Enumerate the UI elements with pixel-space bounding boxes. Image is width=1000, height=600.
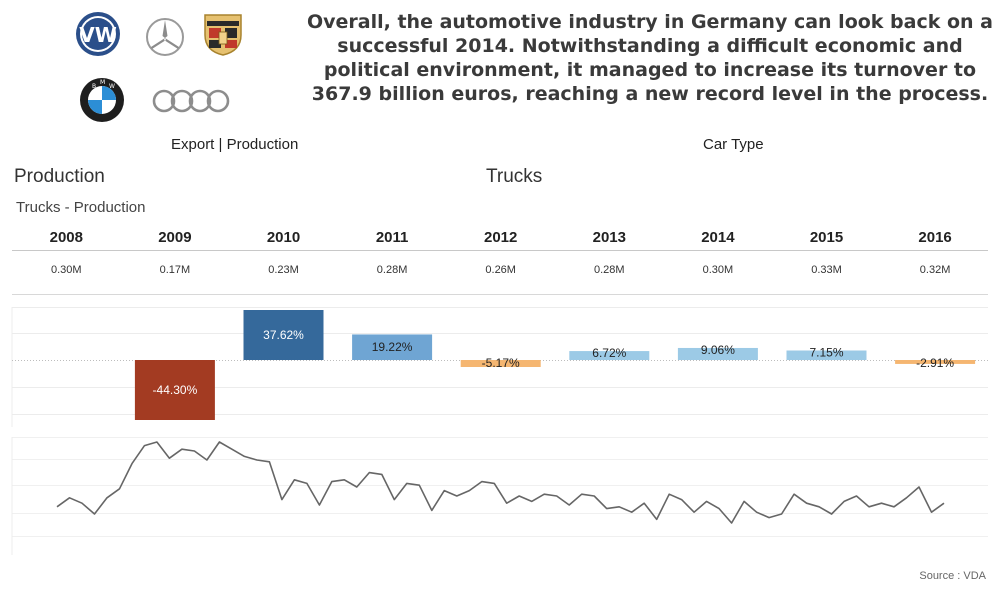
production-value: 0.23M bbox=[268, 264, 299, 276]
production-value: 0.32M bbox=[919, 264, 951, 276]
bmw-logo: B M W bbox=[80, 78, 124, 122]
production-value: 0.30M bbox=[702, 264, 734, 276]
growth-bar bbox=[786, 350, 867, 360]
headline-line: political environment, it managed to inc… bbox=[323, 59, 977, 81]
production-value: 0.28M bbox=[594, 264, 625, 276]
growth-bar-label: 9.06% bbox=[701, 343, 735, 357]
growth-bar-label: 7.15% bbox=[809, 345, 843, 359]
svg-text:M: M bbox=[100, 79, 105, 86]
growth-bar bbox=[243, 310, 324, 360]
headline-line: Overall, the automotive industry in Germ… bbox=[306, 11, 994, 33]
porsche-logo bbox=[204, 14, 242, 56]
growth-bar-label: -2.91% bbox=[916, 356, 954, 370]
year-header: 2013 bbox=[592, 229, 626, 246]
growth-bar-label: 37.62% bbox=[263, 328, 304, 342]
monthly-production-line bbox=[56, 441, 945, 524]
year-header: 2008 bbox=[49, 229, 83, 246]
production-value: 0.26M bbox=[485, 264, 516, 276]
audi-logo bbox=[152, 89, 230, 113]
growth-bar bbox=[677, 347, 758, 360]
year-header: 2015 bbox=[809, 229, 844, 246]
production-value: 0.33M bbox=[811, 264, 842, 276]
year-header: 2010 bbox=[266, 229, 301, 246]
car-type-filter-label: Car Type bbox=[703, 136, 764, 153]
year-header: 2016 bbox=[918, 229, 952, 246]
year-header: 2011 bbox=[375, 229, 409, 246]
growth-bar bbox=[352, 334, 433, 360]
mercedes-logo bbox=[146, 18, 184, 56]
source-note: Source : VDA bbox=[919, 570, 986, 582]
export-filter-label: Export | Production bbox=[171, 136, 299, 153]
svg-text:B: B bbox=[92, 83, 96, 90]
logo-area: VW B M W bbox=[60, 8, 260, 128]
volkswagen-logo: VW bbox=[76, 12, 120, 56]
year-header: 2014 bbox=[701, 229, 735, 246]
production-value: 0.28M bbox=[376, 264, 408, 276]
svg-text:VW: VW bbox=[79, 23, 117, 47]
headline-line: successful 2014. Notwithstanding a diffi… bbox=[337, 35, 963, 57]
headline-line: 367.9 billion euros, reaching a new reco… bbox=[311, 83, 989, 105]
growth-bar bbox=[569, 351, 650, 360]
export-filter-selector[interactable]: Production bbox=[14, 166, 105, 182]
growth-bar-label: 19.22% bbox=[372, 340, 413, 354]
headline: Overall, the automotive industry in Germ… bbox=[305, 10, 995, 106]
growth-bar bbox=[895, 360, 976, 364]
year-header: 2009 bbox=[158, 229, 192, 246]
svg-text:W: W bbox=[109, 83, 115, 90]
growth-bar bbox=[134, 360, 215, 420]
production-value: 0.17M bbox=[159, 264, 191, 276]
chart-title: Trucks - Production bbox=[16, 199, 146, 216]
growth-bar-label: 6.72% bbox=[592, 346, 626, 360]
growth-bar-label: -44.30% bbox=[153, 383, 198, 397]
year-header: 2012 bbox=[484, 229, 518, 246]
production-value: 0.30M bbox=[51, 264, 82, 276]
growth-bar-label: -5.17% bbox=[482, 356, 520, 370]
growth-bar bbox=[460, 360, 541, 368]
car-type-filter-selector[interactable]: Trucks bbox=[486, 166, 543, 182]
